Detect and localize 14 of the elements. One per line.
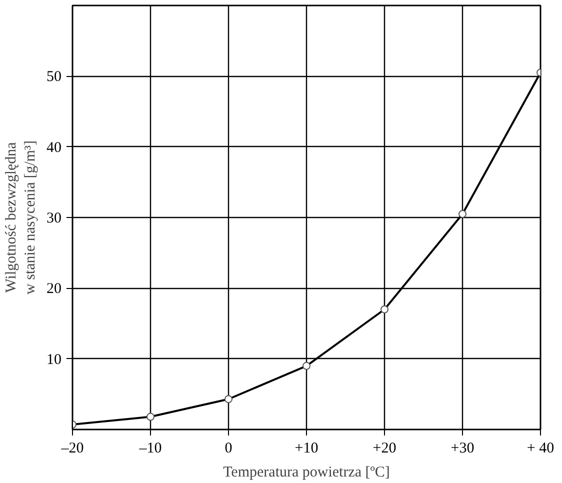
x-tick-label: 0 [224,440,232,456]
y-tick-label: 50 [46,69,62,86]
x-tick-label: –10 [138,440,162,456]
y-tick-label: 20 [46,281,62,298]
y-tick-label: 30 [46,210,62,226]
x-tick-label: + 40 [526,440,554,456]
x-tick-label: +10 [294,440,318,456]
x-tick-label: +30 [450,440,474,456]
x-tick-label: –20 [60,440,84,456]
x-tick-label: +20 [372,440,396,456]
y-axis-title: Wilgotność bezwzględna w stanie nasycenia [g/m³] [3,140,38,295]
y-tick-label: 40 [46,140,62,156]
y-tick-label: 10 [46,352,62,368]
x-axis-title: Temperatura powietrza [ºC] [223,464,390,480]
